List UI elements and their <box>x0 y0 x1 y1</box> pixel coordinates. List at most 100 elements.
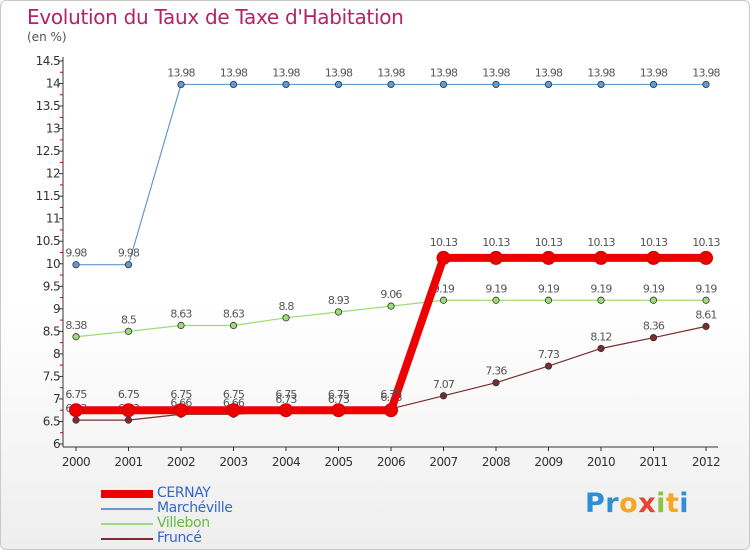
y-tick-label: 14.5 <box>36 54 60 68</box>
data-point <box>436 250 451 265</box>
data-point <box>384 403 398 418</box>
data-label: 9.06 <box>380 288 402 301</box>
data-point <box>72 333 80 341</box>
chart-title: Evolution du Taux de Taxe d'Habitation <box>27 5 404 29</box>
data-label: 13.98 <box>587 66 615 79</box>
data-label: 6.75 <box>223 388 245 401</box>
logo-letter: i <box>679 488 690 519</box>
legend-label: Villebon <box>157 515 210 531</box>
data-label: 6.75 <box>380 388 402 401</box>
data-label: 9.19 <box>433 282 455 295</box>
data-label: 13.98 <box>220 66 248 79</box>
y-tick-label: 11.5 <box>36 189 60 203</box>
data-label: 6.75 <box>65 388 87 401</box>
data-point <box>387 80 395 89</box>
data-point <box>387 302 395 310</box>
y-tick-label: 9 <box>53 302 60 316</box>
x-tick-label: 2002 <box>167 455 195 469</box>
data-point <box>177 80 185 89</box>
data-point <box>702 296 710 304</box>
x-tick-label: 2000 <box>62 455 90 469</box>
data-point <box>439 80 448 89</box>
data-label: 6.75 <box>275 388 297 401</box>
data-point <box>226 403 241 418</box>
data-point <box>489 250 503 265</box>
data-label: 13.98 <box>482 66 510 79</box>
proxiti-logo: Proxiti <box>585 488 689 519</box>
data-label: 8.38 <box>65 319 87 332</box>
data-label: 8.36 <box>643 320 665 333</box>
data-label: 10.13 <box>482 236 510 249</box>
y-tick-label: 8.5 <box>43 324 60 338</box>
data-point <box>649 296 658 304</box>
data-label: 10.13 <box>535 236 563 249</box>
data-label: 9.19 <box>643 282 665 295</box>
data-point <box>72 261 80 269</box>
data-point <box>699 250 713 265</box>
data-label: 10.13 <box>640 236 668 249</box>
y-tick-label: 10 <box>46 257 60 271</box>
data-point <box>649 80 658 89</box>
data-label: 6.73 <box>328 393 350 406</box>
legend-swatch <box>101 523 153 525</box>
chart-unit: (en %) <box>27 30 67 44</box>
data-label: 13.98 <box>692 66 720 79</box>
legend-label: CERNAY <box>157 485 211 501</box>
data-label: 8.12 <box>590 330 611 343</box>
data-point <box>544 362 553 370</box>
logo-letter: o <box>619 488 639 519</box>
x-tick-label: 2011 <box>639 455 667 469</box>
data-point <box>649 334 658 342</box>
data-point <box>597 80 605 89</box>
y-tick-label: 11 <box>46 212 60 226</box>
y-tick-label: 6.5 <box>43 414 60 428</box>
data-label: 8.63 <box>170 307 192 320</box>
data-label: 6.75 <box>170 388 192 401</box>
data-label: 13.98 <box>272 66 300 79</box>
data-point <box>174 403 188 418</box>
logo-letter: P <box>585 488 606 519</box>
data-point <box>597 344 605 353</box>
data-point <box>282 80 290 89</box>
data-point <box>124 327 133 335</box>
data-label: 13.98 <box>325 66 353 79</box>
data-point <box>282 314 290 322</box>
data-label: 8.8 <box>278 300 294 313</box>
x-tick-label: 2004 <box>272 455 300 469</box>
data-point <box>544 80 553 89</box>
data-label: 6.75 <box>328 388 350 401</box>
data-label: 7.07 <box>433 378 455 391</box>
data-point <box>229 321 238 330</box>
legend-swatch <box>101 490 153 498</box>
data-label: 9.19 <box>590 282 612 295</box>
data-point <box>702 80 710 89</box>
logo-letter: r <box>605 488 620 519</box>
data-point <box>72 416 80 424</box>
x-tick-label: 2003 <box>219 455 247 469</box>
data-label: 9.98 <box>65 247 87 260</box>
data-label: 13.98 <box>377 66 405 79</box>
y-tick-label: 12.5 <box>36 144 60 158</box>
x-tick-label: 2009 <box>534 455 562 469</box>
x-tick-label: 2001 <box>114 455 142 469</box>
data-label: 7.36 <box>485 365 507 378</box>
data-label: 13.98 <box>167 66 195 79</box>
data-point <box>279 403 293 418</box>
data-point <box>331 403 346 418</box>
data-label: 9.19 <box>695 282 717 295</box>
data-label: 13.98 <box>535 66 563 79</box>
data-point <box>334 308 343 316</box>
y-tick-label: 6 <box>53 437 60 451</box>
data-point <box>229 80 238 89</box>
x-tick-label: 2005 <box>324 455 352 469</box>
data-label: 6.73 <box>275 393 297 406</box>
data-label: 10.13 <box>692 236 720 249</box>
data-point <box>544 296 553 304</box>
data-label: 8.5 <box>121 313 137 326</box>
data-point <box>121 403 136 418</box>
data-label: 8.93 <box>328 294 350 307</box>
logo-letter: t <box>665 488 680 519</box>
data-point <box>492 379 500 387</box>
y-tick-label: 12 <box>46 167 60 181</box>
